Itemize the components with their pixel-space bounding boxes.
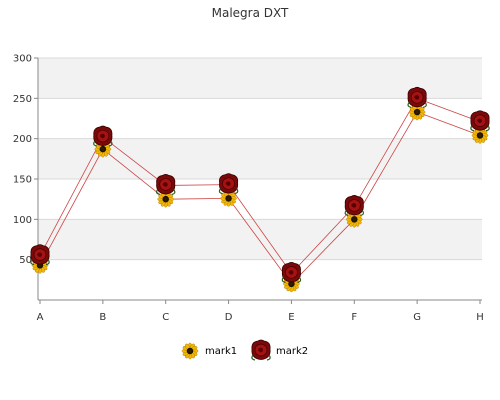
- legend: mark1 mark2: [181, 339, 308, 361]
- x-tick-label: B: [99, 312, 106, 323]
- data-point-mark2-B: [93, 125, 113, 147]
- sunflower-center: [413, 108, 421, 116]
- x-tick-label: D: [225, 312, 233, 323]
- sunflower-center: [476, 132, 484, 139]
- x-tick-label: E: [288, 312, 294, 323]
- series-line-mark2: [39, 97, 481, 275]
- x-tick-label: G: [413, 312, 421, 323]
- plot-band: [38, 179, 482, 220]
- rose-leaves: [470, 125, 490, 132]
- rose-core: [288, 270, 294, 275]
- rose-core: [351, 203, 357, 208]
- x-tick-label: F: [351, 312, 357, 323]
- x-axis-ticks: A B C D E F G H: [37, 300, 484, 323]
- y-tick-label: 100: [13, 215, 32, 226]
- data-point-mark2-G: [407, 86, 427, 108]
- rose-core: [258, 347, 263, 353]
- sunflower-icon: [181, 342, 199, 360]
- rose-leaves: [281, 277, 302, 283]
- chart-title: Malegra DXT: [212, 6, 289, 20]
- sunflower-center: [351, 216, 358, 223]
- legend-label-mark2: mark2: [276, 346, 308, 357]
- data-point-mark1-G: [408, 103, 426, 121]
- y-tick-label: 150: [13, 175, 32, 186]
- data-point-mark2-H: [470, 110, 490, 132]
- rose-leaves: [218, 188, 239, 195]
- sunflower-center: [99, 145, 107, 153]
- sunflower-icon: [181, 342, 199, 360]
- y-axis-ticks: 50 100 150 200 250 300: [13, 54, 38, 266]
- sunflower-center: [288, 280, 295, 288]
- rose-core: [414, 95, 420, 100]
- data-point-mark2-A: [30, 244, 50, 266]
- rose-core: [99, 133, 105, 139]
- sunflower-center: [225, 195, 232, 202]
- rose-leaves: [93, 140, 113, 147]
- x-tick-label: A: [37, 312, 44, 323]
- x-tick-label: C: [162, 312, 169, 323]
- data-point-mark1-C: [157, 190, 175, 208]
- data-point-mark2-C: [155, 174, 176, 196]
- rose-core: [477, 118, 482, 123]
- series-markers: [30, 86, 490, 293]
- plot-band: [38, 138, 482, 179]
- rose-leaves: [155, 189, 176, 196]
- sunflower-center: [162, 195, 169, 203]
- rose-core: [225, 181, 231, 186]
- legend-item-mark2[interactable]: mark2: [251, 339, 308, 361]
- series-line-mark1: [39, 111, 481, 285]
- data-point-mark1-D: [220, 190, 237, 207]
- y-tick-label: 200: [13, 134, 32, 145]
- x-tick-label: H: [476, 312, 484, 323]
- data-point-mark2-D: [218, 173, 239, 195]
- rose-leaves: [407, 101, 427, 108]
- plot-band: [38, 58, 482, 99]
- data-point-mark2-E: [281, 261, 302, 283]
- rose-leaves: [30, 259, 50, 266]
- rose-leaves: [344, 210, 365, 217]
- rose-icon: [251, 339, 271, 361]
- y-tick-label: 300: [13, 54, 32, 65]
- plot-band: [38, 219, 482, 260]
- sunflower-center: [186, 347, 194, 355]
- y-tick-label: 50: [19, 255, 32, 266]
- data-point-mark2-F: [344, 195, 365, 217]
- rose-icon: [251, 339, 271, 361]
- rose-core: [162, 182, 168, 187]
- legend-label-mark1: mark1: [205, 346, 237, 357]
- plot-band: [38, 259, 482, 300]
- rose-leaves: [251, 354, 271, 361]
- y-tick-label: 250: [13, 94, 32, 105]
- series-lines: [39, 97, 481, 285]
- legend-item-mark1[interactable]: mark1: [181, 342, 237, 360]
- rose-core: [37, 252, 42, 257]
